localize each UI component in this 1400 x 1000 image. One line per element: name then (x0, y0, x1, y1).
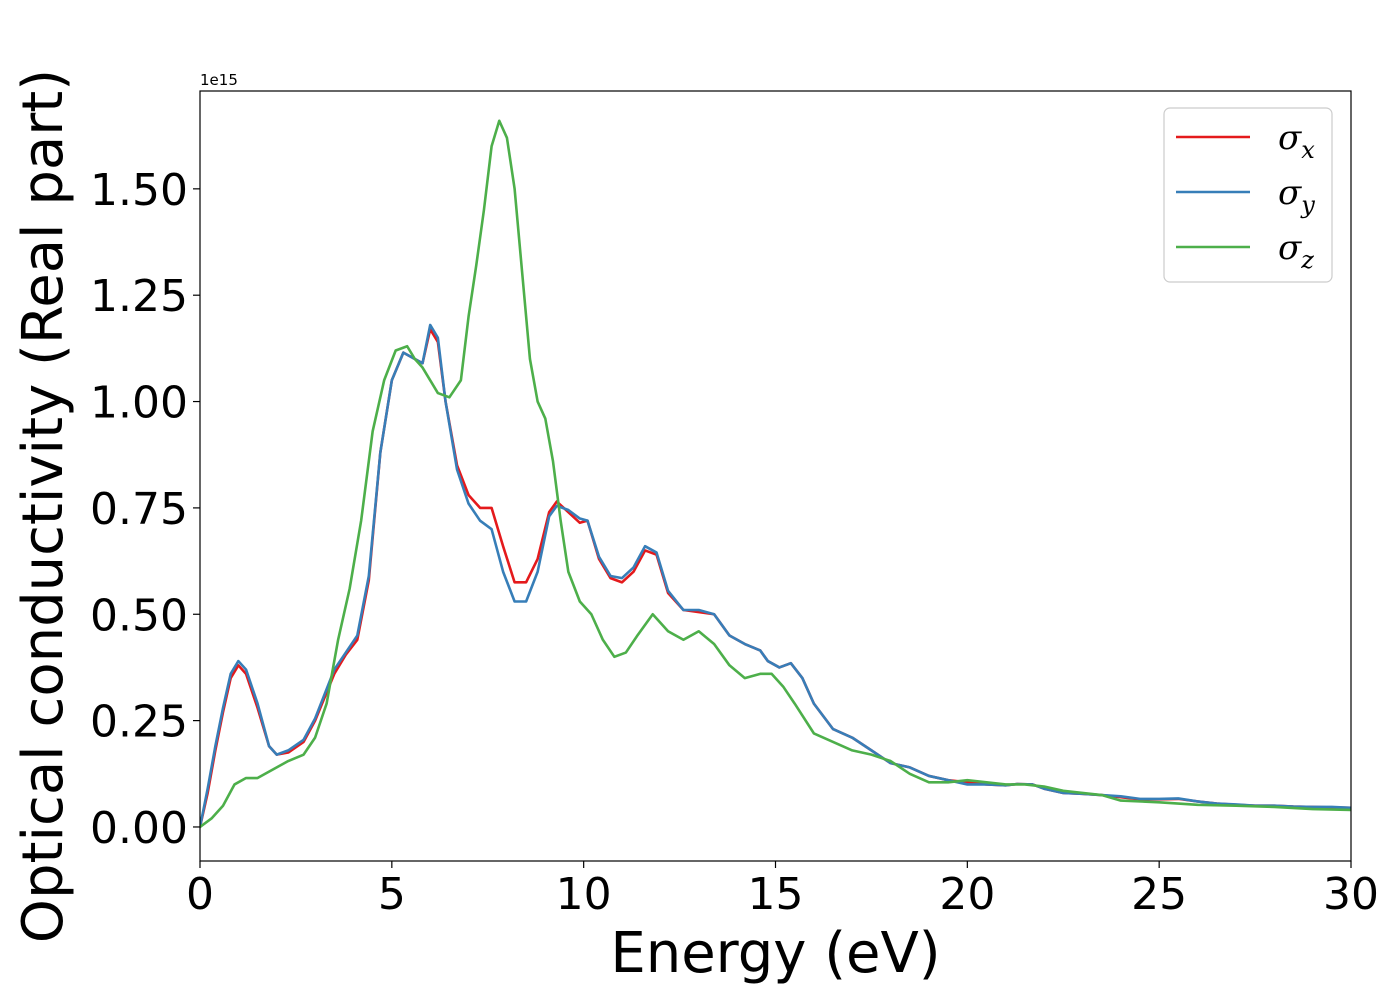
y-tick-label: 0.25 (90, 697, 188, 748)
x-tick-label: 5 (378, 869, 406, 920)
x-tick-label: 10 (556, 869, 612, 920)
y-tick-label: 1.25 (90, 271, 188, 322)
legend-box (1163, 107, 1333, 283)
x-tick-label: 20 (939, 869, 995, 920)
x-tick-label: 15 (748, 869, 804, 920)
y-axis-title: Optical conductivity (Real part) (11, 69, 76, 943)
x-tick-label: 30 (1323, 869, 1379, 920)
y-tick-label: 1.50 (90, 165, 188, 216)
y-tick-label: 1.00 (90, 378, 188, 429)
y-tick-label: 0.75 (90, 484, 188, 535)
x-axis-ticks: 0 5 10 15 20 25 30 (186, 861, 1379, 920)
x-tick-label: 25 (1131, 869, 1187, 920)
x-axis-title: Energy (eV) (610, 921, 940, 986)
plot-area (199, 90, 1352, 862)
series-line-z (200, 119, 1351, 829)
y-tick-label: 0.00 (90, 803, 188, 854)
y-axis-offset-label: 1e15 (200, 71, 238, 89)
y-tick-label: 0.50 (90, 590, 188, 641)
x-tick-label: 0 (186, 869, 214, 920)
y-axis-ticks: 0.00 0.25 0.50 0.75 1.00 1.25 1.50 (90, 165, 200, 854)
